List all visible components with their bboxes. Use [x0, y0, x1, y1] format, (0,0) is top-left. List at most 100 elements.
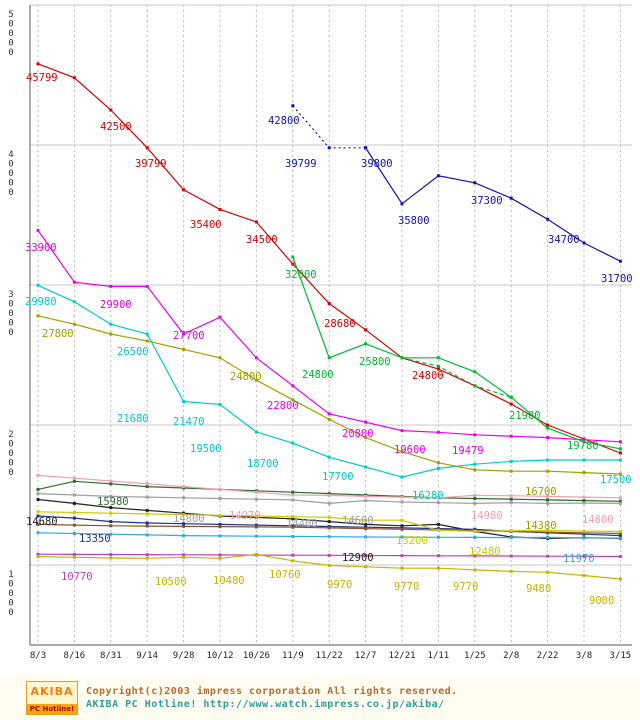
data-point-olive: [218, 356, 222, 360]
data-point-pink: [36, 473, 40, 477]
data-point-light-blue: [473, 535, 477, 539]
data-label: 19479: [452, 445, 484, 457]
data-point-pink: [145, 482, 149, 486]
data-point-gray: [546, 501, 550, 505]
data-point-navy: [182, 522, 186, 526]
data-point-dark-green: [291, 490, 295, 494]
data-point-gray: [436, 501, 440, 505]
y-axis-label: 0: [8, 328, 13, 338]
data-point-green: [291, 255, 295, 259]
data-point-yellow: [254, 514, 258, 518]
data-point-brown: [546, 530, 550, 534]
data-point-red: [291, 262, 295, 266]
y-axis-label: 0: [8, 449, 13, 459]
akiba-pc-hotline-logo[interactable]: AKIBA PC Hotline!: [26, 681, 78, 715]
data-point-gold: [218, 556, 222, 560]
data-label: 42800: [268, 115, 300, 127]
data-point-gray: [72, 493, 76, 497]
data-point-cyan: [145, 332, 149, 336]
data-label: 21980: [509, 410, 541, 422]
data-label: 11970: [563, 553, 595, 565]
data-point-brown: [254, 525, 258, 529]
data-point-olive: [182, 347, 186, 351]
data-point-gold: [436, 566, 440, 570]
data-point-purple: [36, 552, 40, 556]
data-label: 35400: [190, 219, 222, 231]
data-point-blue: [618, 259, 622, 263]
data-label: 34500: [246, 234, 278, 246]
data-point-gold: [327, 563, 331, 567]
data-label: 25800: [359, 356, 391, 368]
data-point-gold: [473, 568, 477, 572]
data-point-cyan: [218, 402, 222, 406]
data-point-gray: [582, 501, 586, 505]
footer: AKIBA PC Hotline! Copyright(c)2003 impre…: [0, 676, 640, 720]
data-point-light-blue: [145, 533, 149, 537]
data-label: 10480: [213, 575, 245, 587]
data-label: 37300: [471, 195, 503, 207]
data-point-cyan: [72, 300, 76, 304]
data-point-yellow: [36, 510, 40, 514]
site-url-text[interactable]: AKIBA PC Hotline! http://www.watch.impre…: [86, 699, 445, 710]
x-axis-label: 8/3: [30, 651, 46, 661]
data-point-dark-green: [145, 485, 149, 489]
data-point-dark-green: [618, 499, 622, 503]
data-point-pink: [291, 493, 295, 497]
data-point-purple: [364, 553, 368, 557]
data-point-blue: [436, 174, 440, 178]
data-point-purple: [218, 553, 222, 557]
data-point-pink: [582, 495, 586, 499]
x-axis-label: 2/22: [537, 651, 559, 661]
y-axis-label: 0: [8, 160, 13, 170]
data-point-green: [364, 342, 368, 346]
data-point-gold: [72, 555, 76, 559]
data-point-purple: [546, 554, 550, 558]
data-point-dark-green: [582, 499, 586, 503]
data-point-gray: [618, 501, 622, 505]
data-point-gold: [546, 570, 550, 574]
data-point-black: [436, 522, 440, 526]
data-point-green: [327, 356, 331, 360]
data-point-gold: [291, 559, 295, 563]
data-point-magenta: [473, 433, 477, 437]
data-point-pink: [509, 494, 513, 498]
data-point-navy: [109, 520, 113, 524]
x-axis-label: 10/12: [206, 651, 233, 661]
y-axis-label: 0: [8, 188, 13, 198]
data-label: 24800: [302, 369, 334, 381]
data-point-blue-dotted: [291, 104, 295, 108]
data-label: 29900: [100, 299, 132, 311]
data-point-gray: [36, 492, 40, 496]
data-point-cyan: [509, 459, 513, 463]
data-point-gray: [327, 501, 331, 505]
x-axis-label: 12/21: [388, 651, 415, 661]
x-axis-label: 8/31: [100, 651, 122, 661]
series-line-blue: [365, 147, 621, 262]
data-point-dark-green: [36, 487, 40, 491]
data-point-gray: [182, 496, 186, 500]
data-point-yellow: [72, 511, 76, 514]
data-point-magenta: [72, 280, 76, 284]
data-point-olive: [473, 468, 477, 472]
data-point-gray: [254, 497, 258, 501]
data-point-purple: [509, 554, 513, 558]
data-point-cyan: [582, 458, 586, 462]
data-point-brown: [291, 525, 295, 529]
data-point-magenta: [400, 429, 404, 433]
data-point-olive: [618, 472, 622, 476]
data-point-magenta: [618, 440, 622, 444]
data-point-dark-green: [327, 492, 331, 496]
data-point-yellow: [582, 529, 586, 533]
data-point-light-blue: [327, 535, 331, 539]
data-point-gray: [145, 495, 149, 499]
data-point-brown: [36, 522, 40, 526]
data-point-yellow: [291, 515, 295, 519]
data-point-brown: [618, 532, 622, 535]
data-point-blue: [582, 241, 586, 245]
data-label: 21470: [173, 416, 205, 428]
data-point-black: [36, 497, 40, 501]
data-point-pink: [72, 476, 76, 480]
data-point-red: [618, 451, 622, 455]
data-point-cyan: [109, 322, 113, 326]
